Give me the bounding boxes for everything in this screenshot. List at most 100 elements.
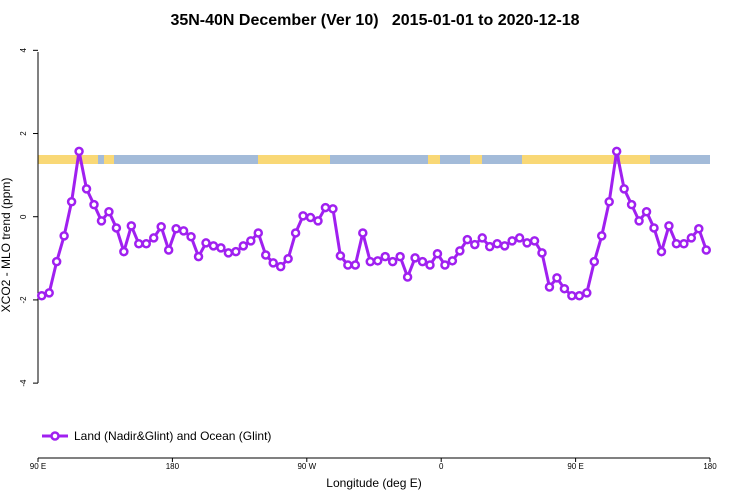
data-point [604,196,614,207]
data-point [290,228,301,238]
data-point [74,146,84,157]
data-point [298,211,308,221]
data-point [447,256,458,266]
data-point [171,224,181,234]
data-point [380,251,390,262]
data-point [395,251,405,262]
data-point [626,199,637,210]
data-point [126,221,137,231]
data-point [201,238,211,248]
data-point [350,260,361,270]
data-point [253,228,264,238]
data-point [216,243,226,253]
y-tick-label: 4 [19,48,28,53]
x-tick-label: 90 E [30,462,46,471]
y-tick-label: 0 [19,214,28,219]
data-point [119,246,129,257]
data-point [596,231,607,241]
x-tick-label: 180 [166,462,180,471]
data-point [589,256,600,267]
data-point [343,260,353,270]
data-point [358,228,368,238]
data-point [59,231,69,241]
data-point [634,216,644,226]
legend-label: Land (Nadir&Glint) and Ocean (Glint) [74,429,271,443]
data-point [96,216,107,226]
data-point [111,223,122,233]
data-point [514,233,525,243]
y-tick-label: -4 [19,379,28,387]
data-point [238,241,249,251]
data-point [186,231,196,242]
chart-title: 35N-40N December (Ver 10) 2015-01-01 to … [170,12,579,29]
data-point [231,246,241,257]
data-point [694,224,704,234]
data-point [671,239,682,249]
y-tick-label: -2 [19,296,28,304]
data-point [320,202,331,213]
data-point [335,251,346,261]
data-point [470,239,480,250]
data-point [36,291,47,301]
data-point [268,258,278,268]
data-point [305,212,316,223]
data-point [372,256,383,266]
x-tick-label: 180 [703,462,717,471]
data-point [679,239,689,249]
data-point [402,272,413,282]
data-point [544,282,555,292]
y-tick-label: 2 [19,131,28,136]
data-point [567,291,577,301]
data-point [425,260,435,270]
data-point [477,233,488,243]
data-point [365,256,376,267]
data-point [701,245,712,255]
data-point [552,273,562,283]
data-point [51,256,62,267]
data-point [89,199,99,210]
data-point [656,246,667,257]
series-line [41,151,708,298]
y-axis-label: XCO2 - MLO trend (ppm) [0,178,13,313]
data-point [163,245,174,255]
data-point [522,238,532,248]
land-ocean-band [38,155,710,164]
data-point [44,288,54,298]
data-point [66,196,77,207]
data-point [432,248,443,259]
data-point [686,233,697,243]
data-point [664,221,674,231]
data-point [223,248,234,258]
data-point [462,234,473,245]
data-point [619,184,629,194]
data-point [484,241,495,252]
data-point [455,246,465,256]
data-point [246,236,256,246]
data-point [104,206,114,217]
data-point [141,239,152,249]
data-point [156,221,166,232]
data-point [559,283,570,294]
data-point [492,239,502,249]
data-point [417,256,428,267]
data-point [641,206,652,217]
data-point [649,223,659,233]
x-tick-label: 90 E [567,462,583,471]
data-point [507,236,517,246]
data-point [440,260,450,270]
legend-marker [50,431,60,441]
data-point [611,146,622,157]
data-point [387,256,398,267]
data-point [313,216,323,226]
data-point [410,253,420,263]
data-point [283,253,293,264]
data-point [275,261,286,272]
x-tick-label: 0 [439,462,444,471]
data-point [574,291,585,301]
data-point [81,184,92,194]
data-point [537,248,547,258]
data-point [148,233,159,243]
data-point [260,250,271,260]
x-tick-label: 90 W [297,462,316,471]
